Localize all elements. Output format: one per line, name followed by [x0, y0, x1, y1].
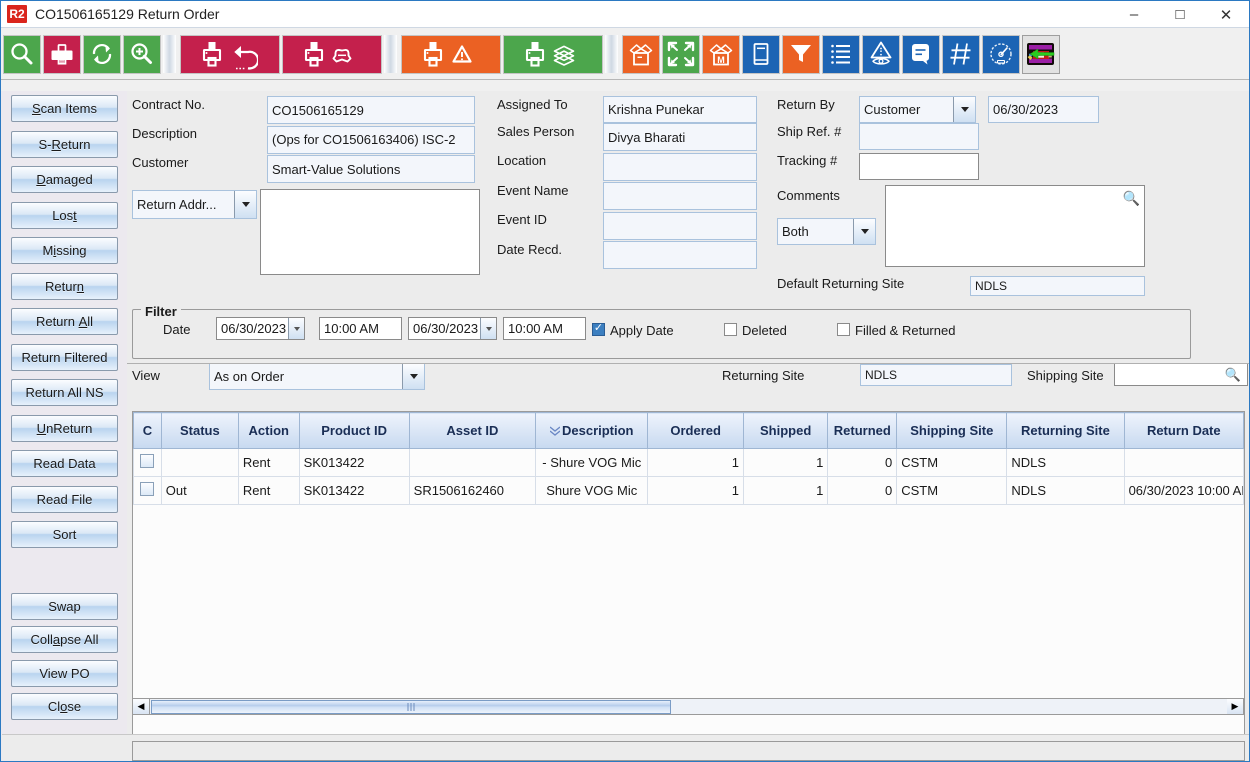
svg-text:M: M: [717, 55, 725, 65]
